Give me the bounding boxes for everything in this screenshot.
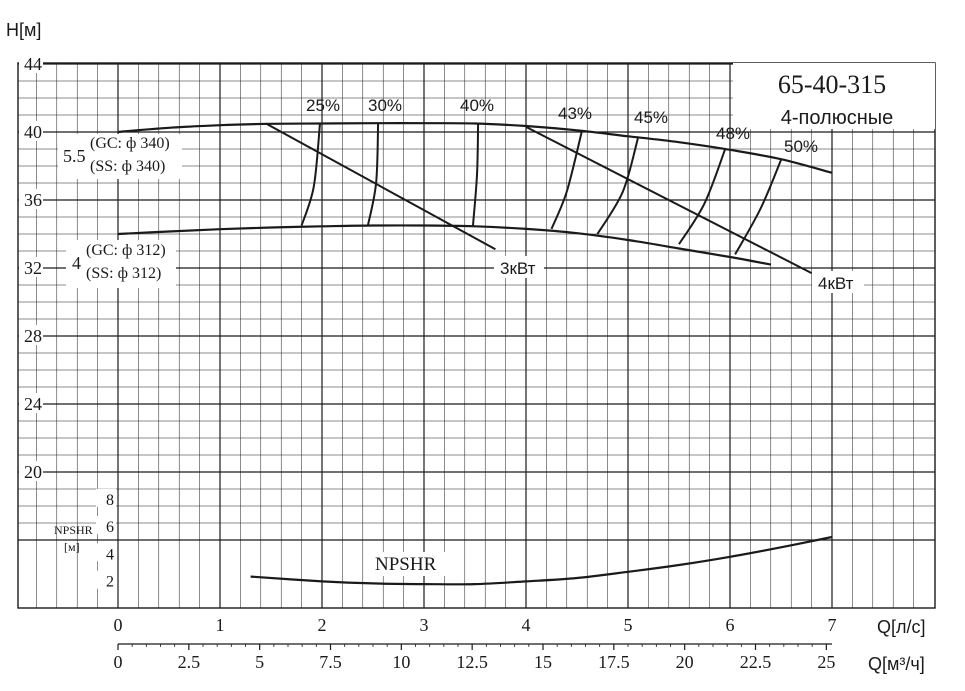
y-tick-label: 32 <box>24 258 42 278</box>
x-tick-label-secondary: 15 <box>534 652 552 672</box>
y-tick-label: 24 <box>24 394 42 414</box>
x-tick-label-primary: 1 <box>216 615 225 635</box>
chart-title: 65-40-315 <box>778 70 886 99</box>
y-axis-label: H[м] <box>6 20 41 40</box>
efficiency-line <box>300 123 321 226</box>
label-background <box>494 256 544 278</box>
power-line-label-3kw: 3кВт <box>500 259 536 278</box>
x-tick-label-primary: 0 <box>114 615 123 635</box>
x-tick-label-secondary: 12.5 <box>456 652 488 672</box>
efficiency-line <box>550 130 584 230</box>
npsh-tick-label: 6 <box>106 519 114 536</box>
efficiency-label-48: 48% <box>716 124 750 143</box>
npshr-axis-unit: [м] <box>64 540 80 554</box>
efficiency-line <box>472 123 480 226</box>
efficiency-label-45: 45% <box>634 108 668 127</box>
x-tick-label-primary: 4 <box>522 615 531 635</box>
efficiency-line <box>678 149 726 245</box>
power-line <box>265 122 496 251</box>
y-tick-label: 44 <box>24 54 42 74</box>
label-background <box>58 134 182 179</box>
x-tick-label-secondary: 5 <box>255 652 264 672</box>
npshr-axis-label: NPSHR <box>54 523 93 537</box>
curve-312-gc-label: (GC: ф 312) <box>86 242 166 259</box>
efficiency-line <box>596 136 640 235</box>
x-tick-label-secondary: 2.5 <box>178 652 201 672</box>
power-line-label-4kw: 4кВт <box>818 274 854 293</box>
curve-340-ss-label: (SS: ф 340) <box>90 158 165 175</box>
efficiency-label-30: 30% <box>368 96 402 115</box>
x-axis-label-secondary: Q[м³/ч] <box>868 654 925 674</box>
curve-312-power-label: 4 <box>72 253 81 273</box>
x-tick-label-secondary: 0 <box>114 652 123 672</box>
x-tick-label-primary: 7 <box>828 615 837 635</box>
x-tick-label-secondary: 17.5 <box>598 652 630 672</box>
y-tick-label: 28 <box>24 326 42 346</box>
chart-grid <box>17 62 936 609</box>
y-tick-label: 40 <box>24 122 42 142</box>
label-background <box>370 552 454 576</box>
x-tick-label-secondary: 25 <box>817 652 835 672</box>
curve-312-ss-label: (SS: ф 312) <box>86 265 161 282</box>
label-background <box>812 271 864 293</box>
head-curve-0 <box>117 122 833 174</box>
title-box <box>733 63 935 129</box>
npsh-tick-label: 4 <box>106 546 114 563</box>
x-tick-label-primary: 3 <box>420 615 429 635</box>
npshr-curve <box>250 535 833 586</box>
x-tick-label-secondary: 10 <box>392 652 410 672</box>
efficiency-label-50: 50% <box>784 137 818 156</box>
x-axis-label-primary: Q[л/с] <box>877 617 926 637</box>
npsh-tick-label: 8 <box>106 492 114 509</box>
npshr-curve-label: NPSHR <box>375 554 437 575</box>
efficiency-label-40: 40% <box>460 96 494 115</box>
y-tick-label: 36 <box>24 190 42 210</box>
x-tick-label-primary: 5 <box>624 615 633 635</box>
efficiency-line <box>734 159 782 255</box>
x-tick-label-secondary: 20 <box>676 652 694 672</box>
x-tick-label-secondary: 22.5 <box>740 652 772 672</box>
npsh-tick-label: 2 <box>106 574 114 591</box>
chart-curves <box>117 122 833 586</box>
y-tick-label: 20 <box>24 462 42 482</box>
efficiency-label-25: 25% <box>306 96 340 115</box>
x-tick-label-secondary: 7.5 <box>319 652 342 672</box>
power-line <box>525 126 813 274</box>
curve-340-power-label: 5.5 <box>63 146 86 166</box>
chart-subtitle: 4-полюсные <box>781 107 894 129</box>
label-background <box>66 240 176 288</box>
efficiency-label-43: 43% <box>558 104 592 123</box>
x-tick-label-primary: 6 <box>726 615 735 635</box>
head-curve-1 <box>117 224 772 266</box>
curve-340-gc-label: (GC: ф 340) <box>90 135 170 152</box>
x-tick-label-primary: 2 <box>318 615 327 635</box>
